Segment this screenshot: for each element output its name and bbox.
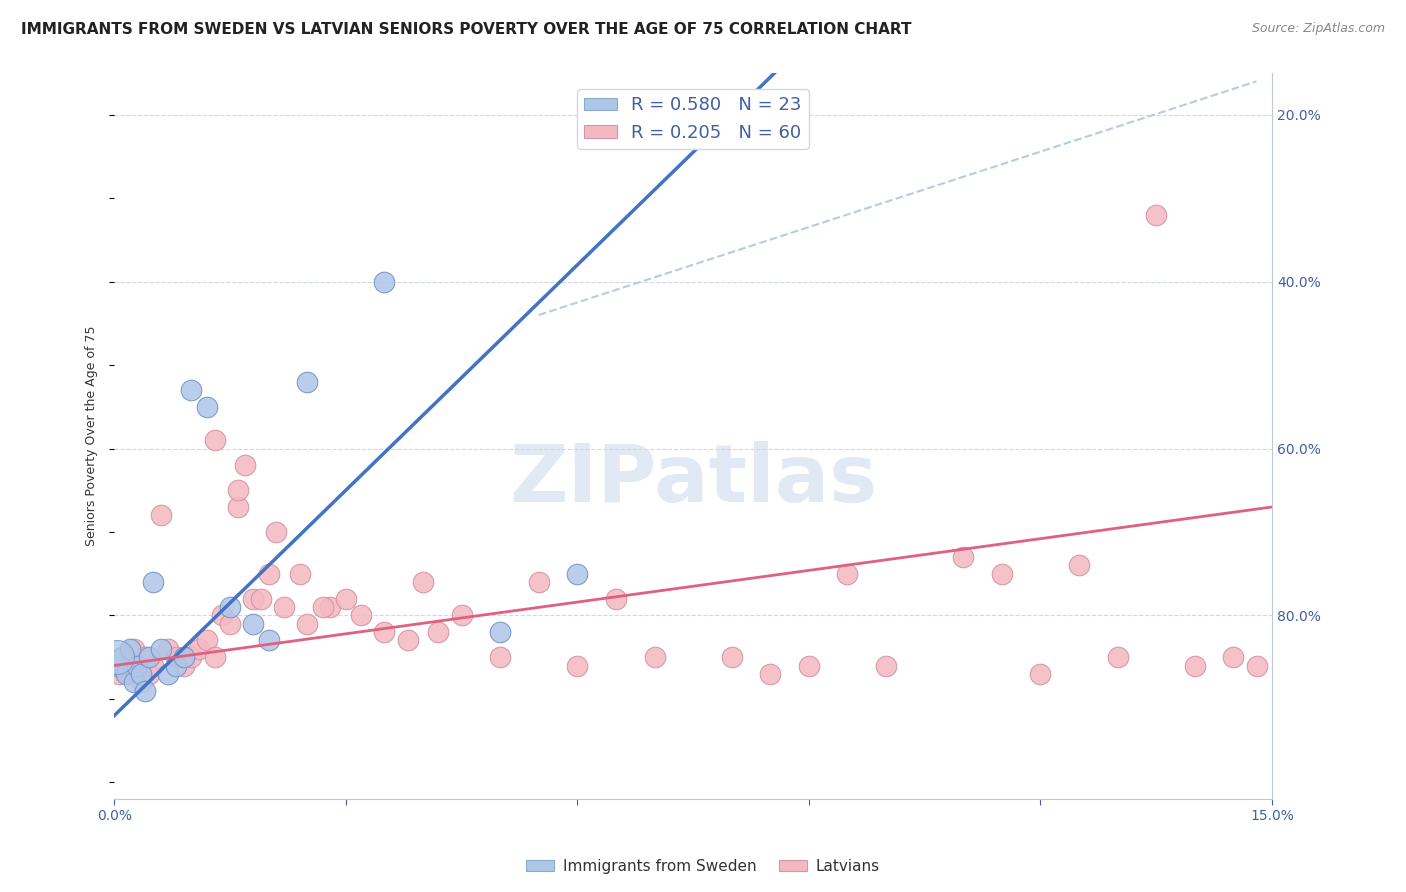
Point [1067,558,1090,573]
Point [235,458,257,473]
Point [450,608,472,623]
Point [173,650,195,665]
Point [759,666,782,681]
Point [142,658,165,673]
Point [242,616,264,631]
Point [242,591,264,606]
Point [837,566,859,581]
Point [204,433,226,447]
Point [1107,650,1129,665]
Point [226,483,249,498]
Point [134,683,156,698]
Point [122,641,145,656]
Point [396,633,419,648]
Point [108,666,131,681]
Point [720,650,742,665]
Point [257,566,280,581]
Point [118,641,141,656]
Point [111,650,134,665]
Text: Source: ZipAtlas.com: Source: ZipAtlas.com [1251,22,1385,36]
Point [157,666,180,681]
Point [134,650,156,665]
Point [180,383,202,397]
Point [138,650,160,665]
Point [115,666,138,681]
Point [149,508,172,523]
Point [350,608,373,623]
Point [427,625,450,640]
Point [991,566,1014,581]
Point [297,375,319,389]
Point [115,658,138,673]
Point [127,658,149,673]
Point [527,575,550,590]
Point [195,400,218,414]
Point [489,650,512,665]
Point [129,675,152,690]
Point [118,666,141,681]
Point [605,591,627,606]
Point [157,641,180,656]
Point [257,633,280,648]
Point [1144,208,1167,222]
Point [211,608,233,623]
Point [142,575,165,590]
Point [138,666,160,681]
Point [107,658,129,673]
Text: IMMIGRANTS FROM SWEDEN VS LATVIAN SENIORS POVERTY OVER THE AGE OF 75 CORRELATION: IMMIGRANTS FROM SWEDEN VS LATVIAN SENIOR… [21,22,911,37]
Point [297,616,319,631]
Point [273,600,295,615]
Point [1029,666,1052,681]
Point [875,658,897,673]
Point [797,658,820,673]
Point [266,524,288,539]
Point [1184,658,1206,673]
Point [952,549,974,564]
Point [567,566,589,581]
Point [489,625,512,640]
Point [127,658,149,673]
Point [129,666,152,681]
Point [105,650,128,665]
Point [149,641,172,656]
Point [219,600,242,615]
Point [250,591,273,606]
Point [111,650,134,665]
Point [1222,650,1244,665]
Point [188,641,211,656]
Legend: Immigrants from Sweden, Latvians: Immigrants from Sweden, Latvians [520,853,886,880]
Point [335,591,357,606]
Point [373,275,395,289]
Point [165,658,187,673]
Point [122,675,145,690]
Point [105,658,128,673]
Point [373,625,395,640]
Point [311,600,333,615]
Point [1246,658,1268,673]
Point [165,650,187,665]
Point [173,658,195,673]
Point [204,650,226,665]
Point [219,616,242,631]
Point [644,650,666,665]
Point [319,600,342,615]
Legend: R = 0.580   N = 23, R = 0.205   N = 60: R = 0.580 N = 23, R = 0.205 N = 60 [578,89,808,149]
Point [288,566,311,581]
Point [195,633,218,648]
Y-axis label: Seniors Poverty Over the Age of 75: Seniors Poverty Over the Age of 75 [86,326,98,546]
Point [180,650,202,665]
Point [226,500,249,514]
Text: ZIPatlas: ZIPatlas [509,441,877,518]
Point [412,575,434,590]
Point [567,658,589,673]
